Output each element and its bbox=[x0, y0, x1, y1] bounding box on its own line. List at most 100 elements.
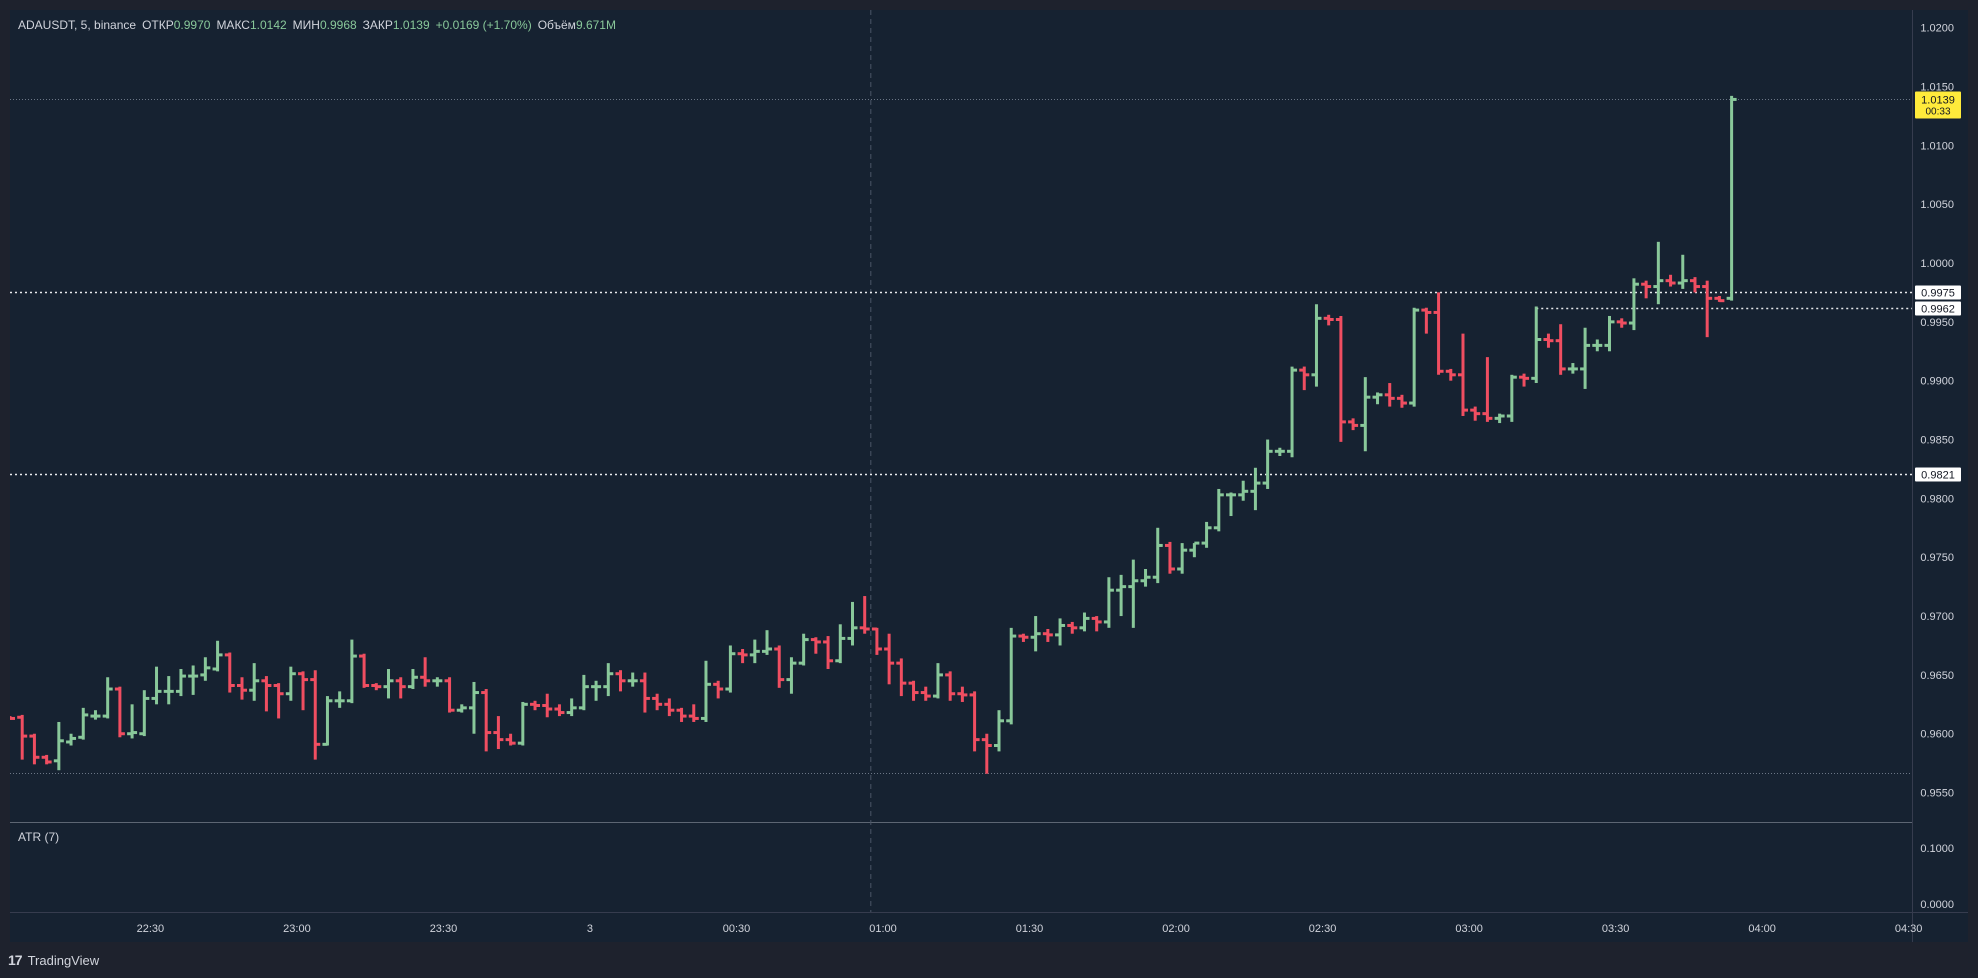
ohlc-bar bbox=[139, 690, 150, 737]
ohlc-bar bbox=[676, 707, 687, 722]
ohlc-bar bbox=[578, 674, 589, 711]
ohlc-bar bbox=[1604, 315, 1615, 352]
ohlc-bar bbox=[285, 666, 296, 701]
ohlc-bar bbox=[102, 677, 113, 719]
ohlc-bar bbox=[90, 710, 101, 720]
ohlc-bar bbox=[884, 633, 895, 685]
ohlc-bar bbox=[1665, 274, 1676, 287]
ohlc-bar bbox=[1641, 280, 1652, 299]
ohlc-bar bbox=[737, 649, 748, 664]
x-tick-label: 00:30 bbox=[723, 923, 751, 935]
ohlc-bar bbox=[1519, 373, 1530, 387]
ohlc-bar bbox=[505, 733, 516, 746]
ohlc-bar bbox=[1238, 480, 1249, 501]
ohlc-bar bbox=[823, 636, 834, 670]
ohlc-bar bbox=[1555, 324, 1566, 375]
ohlc-bar bbox=[1482, 357, 1493, 422]
ohlc-bar bbox=[700, 660, 711, 722]
y-tick-label: 0.9850 bbox=[1920, 435, 1954, 447]
y-tick-label: 1.0000 bbox=[1920, 258, 1954, 270]
atr-indicator-label[interactable]: ATR (7) bbox=[18, 830, 60, 844]
symbol-label[interactable]: ADAUSDT, 5, binance bbox=[18, 18, 137, 32]
change-readout: +0.0169 (+1.70%) bbox=[435, 18, 532, 32]
ohlc-bar bbox=[468, 681, 479, 734]
tradingview-logo-icon[interactable]: 17 bbox=[8, 952, 23, 968]
ohlc-bar bbox=[517, 701, 528, 746]
ohlc-bar bbox=[1506, 374, 1517, 422]
ohlc-bar bbox=[1714, 295, 1725, 303]
ohlc-bar bbox=[908, 680, 919, 701]
ohlc-bar bbox=[1067, 621, 1078, 634]
ohlc-bar bbox=[1079, 612, 1090, 632]
ohlc-bar bbox=[1042, 629, 1053, 642]
ohlc-bar bbox=[1653, 241, 1664, 305]
axes: 1.02001.01501.01001.00501.00000.99500.99… bbox=[10, 23, 1954, 935]
brand-label[interactable]: TradingView bbox=[27, 952, 100, 968]
ohlc-bar bbox=[1201, 521, 1212, 548]
ohlc-bar bbox=[1531, 306, 1542, 384]
bar-countdown: 00:33 bbox=[1925, 106, 1950, 117]
y-tick-label: 1.0100 bbox=[1920, 140, 1954, 152]
symbol-legend: ADAUSDT, 5, binance ОТКР 0.9970 МАКС 1.014… bbox=[18, 17, 616, 33]
ohlc-bar bbox=[371, 683, 382, 691]
ohlc-bar bbox=[114, 686, 125, 738]
ohlc-bar bbox=[957, 686, 968, 702]
ohlc-bar bbox=[1055, 618, 1066, 646]
ohlc-bar bbox=[322, 696, 333, 746]
y-tick-label: 0.9700 bbox=[1920, 611, 1954, 623]
x-tick-label: 03:00 bbox=[1455, 923, 1483, 935]
ohlc-bar bbox=[1421, 307, 1432, 334]
low-readout: МИН 0.9968 bbox=[292, 18, 357, 32]
ohlc-bar bbox=[1409, 307, 1420, 407]
ohlc-bar bbox=[1189, 541, 1200, 558]
ohlc-bar bbox=[1335, 315, 1346, 442]
ohlc-bar bbox=[334, 691, 345, 708]
ohlc-bar bbox=[1164, 541, 1175, 574]
close-readout: ЗАКР 1.0139 bbox=[362, 18, 430, 32]
y-tick-label: 0.9950 bbox=[1920, 317, 1954, 329]
price-line-tag-bg bbox=[1915, 467, 1961, 482]
ohlc-bar bbox=[212, 640, 223, 672]
ohlc-bar bbox=[1360, 377, 1371, 452]
x-tick-label: 23:00 bbox=[283, 923, 311, 935]
ohlc-bar bbox=[627, 672, 638, 687]
ohlc-bar bbox=[1091, 616, 1102, 632]
x-tick-label: 03:30 bbox=[1602, 923, 1630, 935]
ohlc-bar bbox=[78, 707, 89, 740]
ohlc-bar bbox=[762, 630, 773, 655]
ohlc-bar bbox=[359, 653, 370, 688]
ohlc-bar bbox=[1299, 366, 1310, 391]
ohlc-bar bbox=[1433, 292, 1444, 375]
ohlc-bar bbox=[249, 663, 260, 701]
ohlc-bar bbox=[1323, 314, 1334, 326]
x-tick-label: 23:30 bbox=[430, 923, 458, 935]
ohlc-bar bbox=[1470, 406, 1481, 421]
ohlc-bar bbox=[1628, 278, 1639, 331]
price-line-tag: 0.9821 bbox=[1921, 470, 1955, 482]
ohlc-bar bbox=[530, 700, 541, 711]
ohlc-bar bbox=[810, 637, 821, 654]
ohlc-bar bbox=[66, 733, 77, 746]
ohlc-bar bbox=[1457, 333, 1468, 416]
ohlc-bar bbox=[395, 677, 406, 699]
atr-tick-label: 0.1000 bbox=[1920, 843, 1954, 855]
x-tick-label: 01:00 bbox=[869, 923, 897, 935]
ohlc-bar bbox=[749, 639, 760, 664]
ohlc-bar bbox=[725, 645, 736, 693]
ohlc-bar bbox=[1018, 633, 1029, 642]
ohlc-bar bbox=[652, 693, 663, 711]
y-tick-label: 1.0050 bbox=[1920, 199, 1954, 211]
ohlc-bar bbox=[1689, 277, 1700, 293]
price-bars bbox=[10, 95, 1737, 774]
ohlc-bar bbox=[1152, 527, 1163, 584]
ohlc-chart[interactable]: 1.02001.01501.01001.00501.00000.99500.99… bbox=[10, 10, 1968, 942]
ohlc-bar bbox=[1396, 394, 1407, 408]
ohlc-bar bbox=[871, 627, 882, 655]
ohlc-bar bbox=[10, 716, 15, 720]
ohlc-bar bbox=[591, 680, 602, 701]
ohlc-bar bbox=[1726, 95, 1737, 301]
ohlc-bar bbox=[298, 671, 309, 711]
ohlc-bar bbox=[798, 633, 809, 666]
atr-tick-label: 0.0000 bbox=[1920, 899, 1954, 911]
